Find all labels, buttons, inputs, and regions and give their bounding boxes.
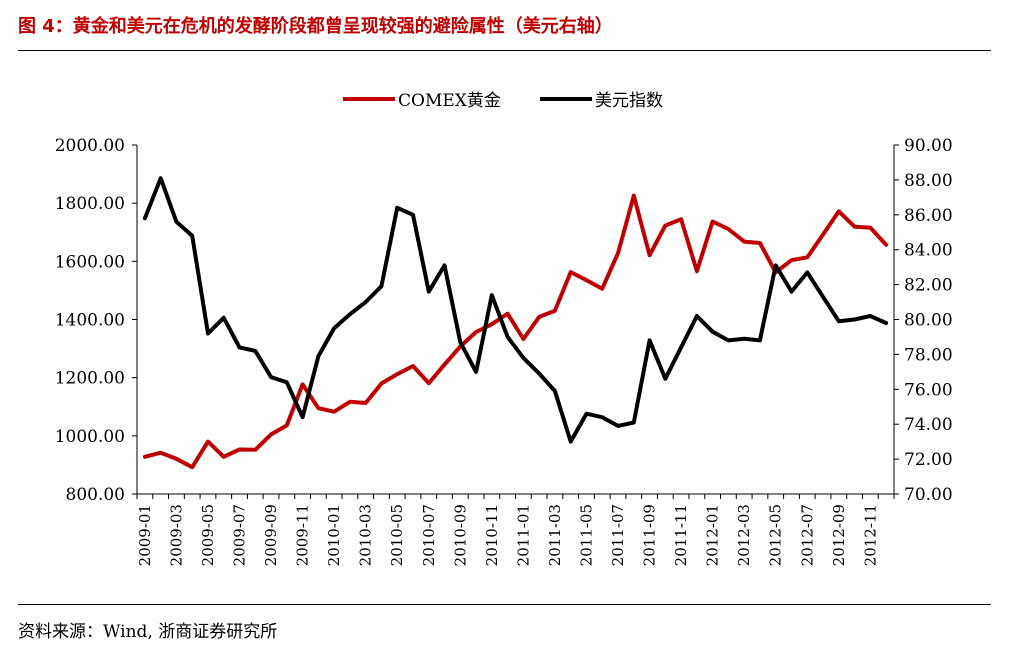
left-y-tick-label: 1600.00 xyxy=(55,252,125,272)
x-tick-label: 2012-09 xyxy=(830,504,848,566)
left-y-tick-label: 1800.00 xyxy=(55,194,125,214)
title-divider xyxy=(18,50,991,51)
left-y-tick-label: 1200.00 xyxy=(55,369,125,389)
x-tick-label: 2009-11 xyxy=(294,504,312,566)
figure-title: 图 4：黄金和美元在危机的发酵阶段都曾呈现较强的避险属性（美元右轴） xyxy=(18,16,613,37)
x-tick-label: 2011-11 xyxy=(672,504,690,566)
right-y-tick-label: 72.00 xyxy=(904,450,953,470)
x-tick-label: 2011-03 xyxy=(546,504,564,566)
x-tick-label: 2012-01 xyxy=(704,504,722,566)
footer-divider xyxy=(18,604,991,605)
x-tick-label: 2009-03 xyxy=(167,504,185,566)
x-tick-label: 2010-11 xyxy=(483,504,501,566)
dual-axis-line-chart: COMEX黄金 美元指数 800.00 1000.00 1200.00 1400.00… xyxy=(55,91,953,566)
x-tick-label: 2012-05 xyxy=(767,504,785,566)
series-lines xyxy=(142,176,889,470)
legend: COMEX黄金 美元指数 xyxy=(343,91,663,111)
x-tick-label: 2011-05 xyxy=(577,504,595,566)
left-y-tick-label: 1400.00 xyxy=(55,311,125,331)
legend-label-gold: COMEX黄金 xyxy=(398,91,501,111)
right-y-tick-label: 84.00 xyxy=(904,241,953,261)
right-y-tick-label: 74.00 xyxy=(904,415,953,435)
x-tick-label: 2011-07 xyxy=(609,504,627,566)
x-tick-label: 2010-01 xyxy=(325,504,343,566)
right-y-tick-label: 86.00 xyxy=(904,206,953,226)
left-y-tick-label: 2000.00 xyxy=(55,136,125,156)
x-tick-label: 2009-01 xyxy=(136,504,154,566)
x-tick-label: 2009-05 xyxy=(199,504,217,566)
right-y-tick-label: 82.00 xyxy=(904,276,953,296)
x-tick-label: 2009-09 xyxy=(262,504,280,566)
left-y-tick-label: 800.00 xyxy=(66,485,125,505)
x-tick-label: 2010-07 xyxy=(420,504,438,566)
axes: 800.00 1000.00 1200.00 1400.00 1600.00 1800.0… xyxy=(55,136,953,566)
x-tick-label: 2011-09 xyxy=(641,504,659,566)
x-tick-label: 2010-03 xyxy=(357,504,375,566)
legend-label-usd: 美元指数 xyxy=(595,91,663,111)
right-y-tick-label: 76.00 xyxy=(904,380,953,400)
right-y-tick-label: 90.00 xyxy=(904,136,953,156)
right-y-tick-label: 78.00 xyxy=(904,345,953,365)
x-tick-label: 2012-03 xyxy=(735,504,753,566)
x-tick-label: 2010-05 xyxy=(388,504,406,566)
x-tick-label: 2012-11 xyxy=(861,504,879,566)
gold-price-line xyxy=(142,193,889,470)
right-y-tick-label: 70.00 xyxy=(904,485,953,505)
dollar-index-line xyxy=(142,176,889,444)
x-tick-label: 2009-07 xyxy=(231,504,249,566)
x-tick-label: 2011-01 xyxy=(514,504,532,566)
right-y-tick-label: 80.00 xyxy=(904,311,953,331)
left-y-tick-label: 1000.00 xyxy=(55,427,125,447)
x-tick-label: 2012-07 xyxy=(798,504,816,566)
right-y-tick-label: 88.00 xyxy=(904,171,953,191)
x-tick-label: 2010-09 xyxy=(451,504,469,566)
source-note: 资料来源：Wind, 浙商证券研究所 xyxy=(18,622,278,642)
